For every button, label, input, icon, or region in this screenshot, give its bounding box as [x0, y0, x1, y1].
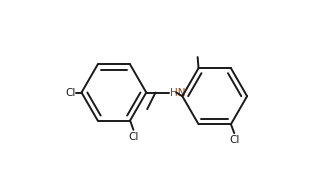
Text: Cl: Cl	[65, 88, 75, 97]
Text: Cl: Cl	[229, 135, 239, 145]
Text: Cl: Cl	[128, 132, 139, 142]
Text: HN: HN	[170, 88, 186, 97]
